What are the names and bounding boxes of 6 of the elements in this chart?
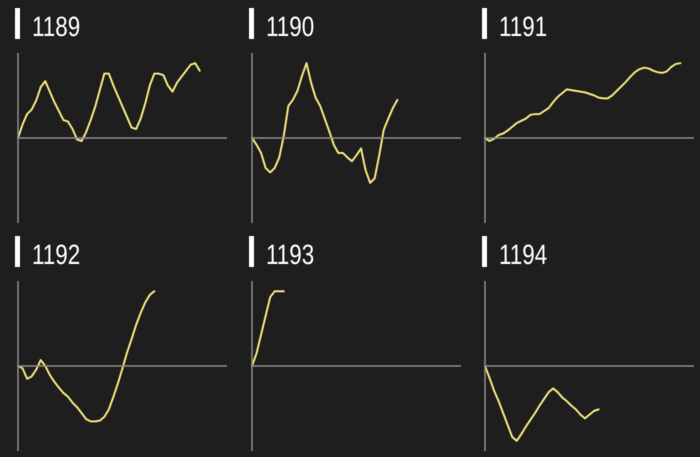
chart-title: 1192 [32,239,80,270]
chart-title: 1193 [266,239,314,270]
chart-title: 1194 [499,239,548,270]
chart-title: 1189 [32,11,80,42]
chart-title: 1190 [266,11,314,42]
chart-title: 1191 [499,11,548,42]
